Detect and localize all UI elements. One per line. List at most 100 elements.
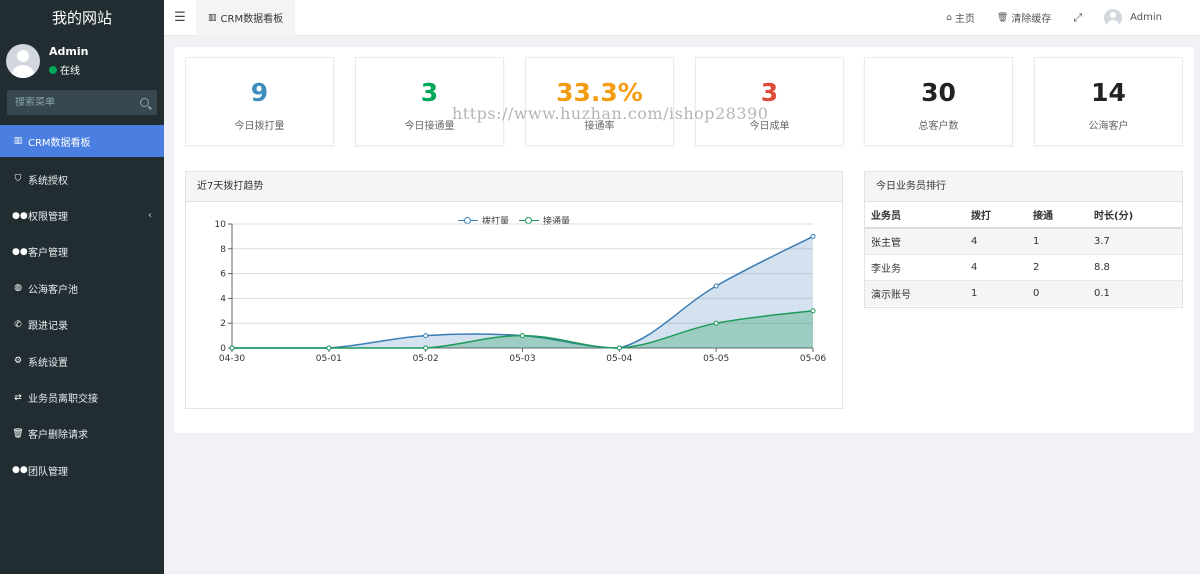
x-tick-label: 05-05 [703, 354, 729, 364]
avatar [1104, 8, 1123, 27]
sidebar-item-label: 公海客户池 [28, 284, 78, 296]
trash-icon: 🗑 [996, 12, 1009, 23]
data-point [520, 333, 525, 339]
table-cell: 4 [965, 227, 1027, 254]
table-cell: 8.8 [1088, 253, 1182, 280]
sidebar-item-settings[interactable]: ⚙ 系统设置 [0, 343, 164, 379]
table-cell: 1 [965, 279, 1027, 306]
search-icon[interactable] [140, 98, 149, 107]
fullscreen-button[interactable]: ⤢ [1062, 0, 1093, 36]
legend-item-connected[interactable]: 接通量 [519, 214, 570, 227]
stat-card: 30 总客户数 [864, 57, 1013, 146]
sidebar-item-permissions[interactable]: ●● 权限管理 ‹ [0, 197, 164, 233]
sidebar: 我的网站 Admin 在线 ▥ CRM数据看板 ⛉ 系统授权 ●● 权限管理 ‹ [0, 0, 164, 574]
sidebar-item-handover[interactable]: ⇄ 业务员离职交接 [0, 379, 164, 415]
sidebar-item-label: 系统设置 [28, 357, 68, 369]
user-menu[interactable]: Admin [1093, 0, 1200, 36]
trend-panel-title: 近7天拨打趋势 [186, 172, 842, 202]
users-icon: ●● [12, 465, 28, 476]
expand-icon: ⤢ [1073, 10, 1083, 24]
x-tick-label: 04-30 [219, 354, 245, 364]
sidebar-item-label: 客户删除请求 [28, 430, 88, 442]
avatar [6, 44, 40, 78]
table-row: 李业务 4 2 8.8 [865, 253, 1182, 280]
legend-line-circle-icon [457, 216, 478, 225]
sidebar-menu: ▥ CRM数据看板 ⛉ 系统授权 ●● 权限管理 ‹ ●● 客户管理 ◍ 公海客… [0, 125, 164, 489]
stat-value: 3 [420, 78, 439, 107]
table-cell: 4 [965, 253, 1027, 280]
bar-chart-icon: ▥ [208, 12, 217, 23]
chevron-left-icon[interactable]: ‹ [148, 210, 152, 222]
sidebar-item-teams[interactable]: ●● 团队管理 [0, 452, 164, 488]
y-tick-label: 6 [220, 270, 226, 280]
data-point [616, 345, 622, 351]
stat-label: 总客户数 [918, 121, 959, 132]
site-brand[interactable]: 我的网站 [0, 0, 164, 36]
stat-label: 今日成单 [749, 121, 790, 132]
column-header: 时长(分) [1088, 202, 1182, 229]
x-tick-label: 05-06 [800, 354, 826, 364]
online-dot-icon [49, 65, 57, 74]
user-status-label: 在线 [60, 66, 80, 77]
column-header: 业务员 [865, 202, 965, 229]
table-header-row: 业务员 拨打 接通 时长(分) [865, 202, 1182, 229]
table-cell: 3.7 [1088, 227, 1182, 254]
stat-value: 9 [250, 78, 269, 107]
table-cell: 张主管 [865, 227, 965, 254]
phone-icon: ✆ [14, 319, 22, 330]
column-header: 接通 [1027, 202, 1088, 229]
sidebar-item-label: 跟进记录 [28, 321, 68, 333]
table-cell: 0.1 [1088, 279, 1182, 306]
x-tick-label: 05-02 [413, 354, 439, 364]
tab-crm-dashboard[interactable]: ▥ CRM数据看板 [196, 0, 296, 36]
home-label: 主页 [954, 14, 975, 25]
data-point [810, 308, 816, 314]
x-tick-label: 05-01 [316, 354, 342, 364]
sidebar-item-customers[interactable]: ●● 客户管理 [0, 234, 164, 270]
gears-icon: ⚙ [13, 356, 23, 367]
x-tick-label: 05-04 [606, 354, 632, 364]
trend-chart: 0 2 4 6 8 10 04-30 05-01 05-02 05-03 05-04 05-05 05-… [215, 220, 827, 364]
stat-label: 接通率 [584, 121, 615, 132]
x-tick-label: 05-03 [509, 354, 535, 364]
sidebar-item-follow-up[interactable]: ✆ 跟进记录 [0, 307, 164, 343]
y-tick-label: 4 [220, 294, 226, 304]
y-tick-label: 2 [220, 319, 226, 329]
exchange-icon: ⇄ [14, 392, 22, 403]
y-tick-label: 0 [220, 344, 226, 354]
stat-value: 3 [760, 78, 779, 107]
menu-toggle-icon[interactable]: ☰ [174, 10, 186, 25]
column-header: 拨打 [965, 202, 1027, 229]
globe-icon: ◍ [14, 283, 22, 294]
table-cell: 演示账号 [865, 279, 965, 306]
stat-card: 14 公海客户 [1034, 57, 1183, 146]
user-status: 在线 [49, 62, 88, 77]
clear-cache-label: 清除缓存 [1011, 14, 1052, 25]
sidebar-item-system-license[interactable]: ⛉ 系统授权 [0, 161, 164, 197]
users-icon: ●● [12, 246, 28, 257]
search-input[interactable] [15, 97, 140, 108]
stat-value: 33.3% [556, 78, 643, 107]
sidebar-item-label: 业务员离职交接 [28, 394, 98, 406]
user-menu-label: Admin [1130, 12, 1162, 23]
data-point [229, 345, 235, 351]
sidebar-item-public-pool[interactable]: ◍ 公海客户池 [0, 270, 164, 306]
y-tick-label: 10 [215, 220, 227, 230]
sidebar-item-delete-requests[interactable]: 🗑 客户删除请求 [0, 416, 164, 452]
stat-label: 今日拨打量 [234, 121, 285, 132]
clear-cache-button[interactable]: 🗑 清除缓存 [986, 0, 1062, 36]
legend-label: 接通量 [543, 217, 571, 227]
user-panel: Admin 在线 [0, 36, 164, 86]
stat-value: 30 [921, 78, 956, 107]
data-point [810, 233, 816, 239]
series-area [232, 236, 813, 348]
sidebar-item-crm-dashboard[interactable]: ▥ CRM数据看板 [0, 125, 164, 157]
table-row: 张主管 4 1 3.7 [865, 227, 1182, 254]
sidebar-item-label: 团队管理 [28, 466, 68, 478]
sidebar-item-label: CRM数据看板 [28, 137, 91, 149]
home-link[interactable]: ⌂ 主页 [935, 0, 986, 36]
sidebar-search [7, 90, 157, 115]
sidebar-item-label: 系统授权 [28, 175, 68, 187]
legend-item-calls[interactable]: 拨打量 [457, 214, 509, 227]
table-cell: 0 [1027, 279, 1088, 306]
